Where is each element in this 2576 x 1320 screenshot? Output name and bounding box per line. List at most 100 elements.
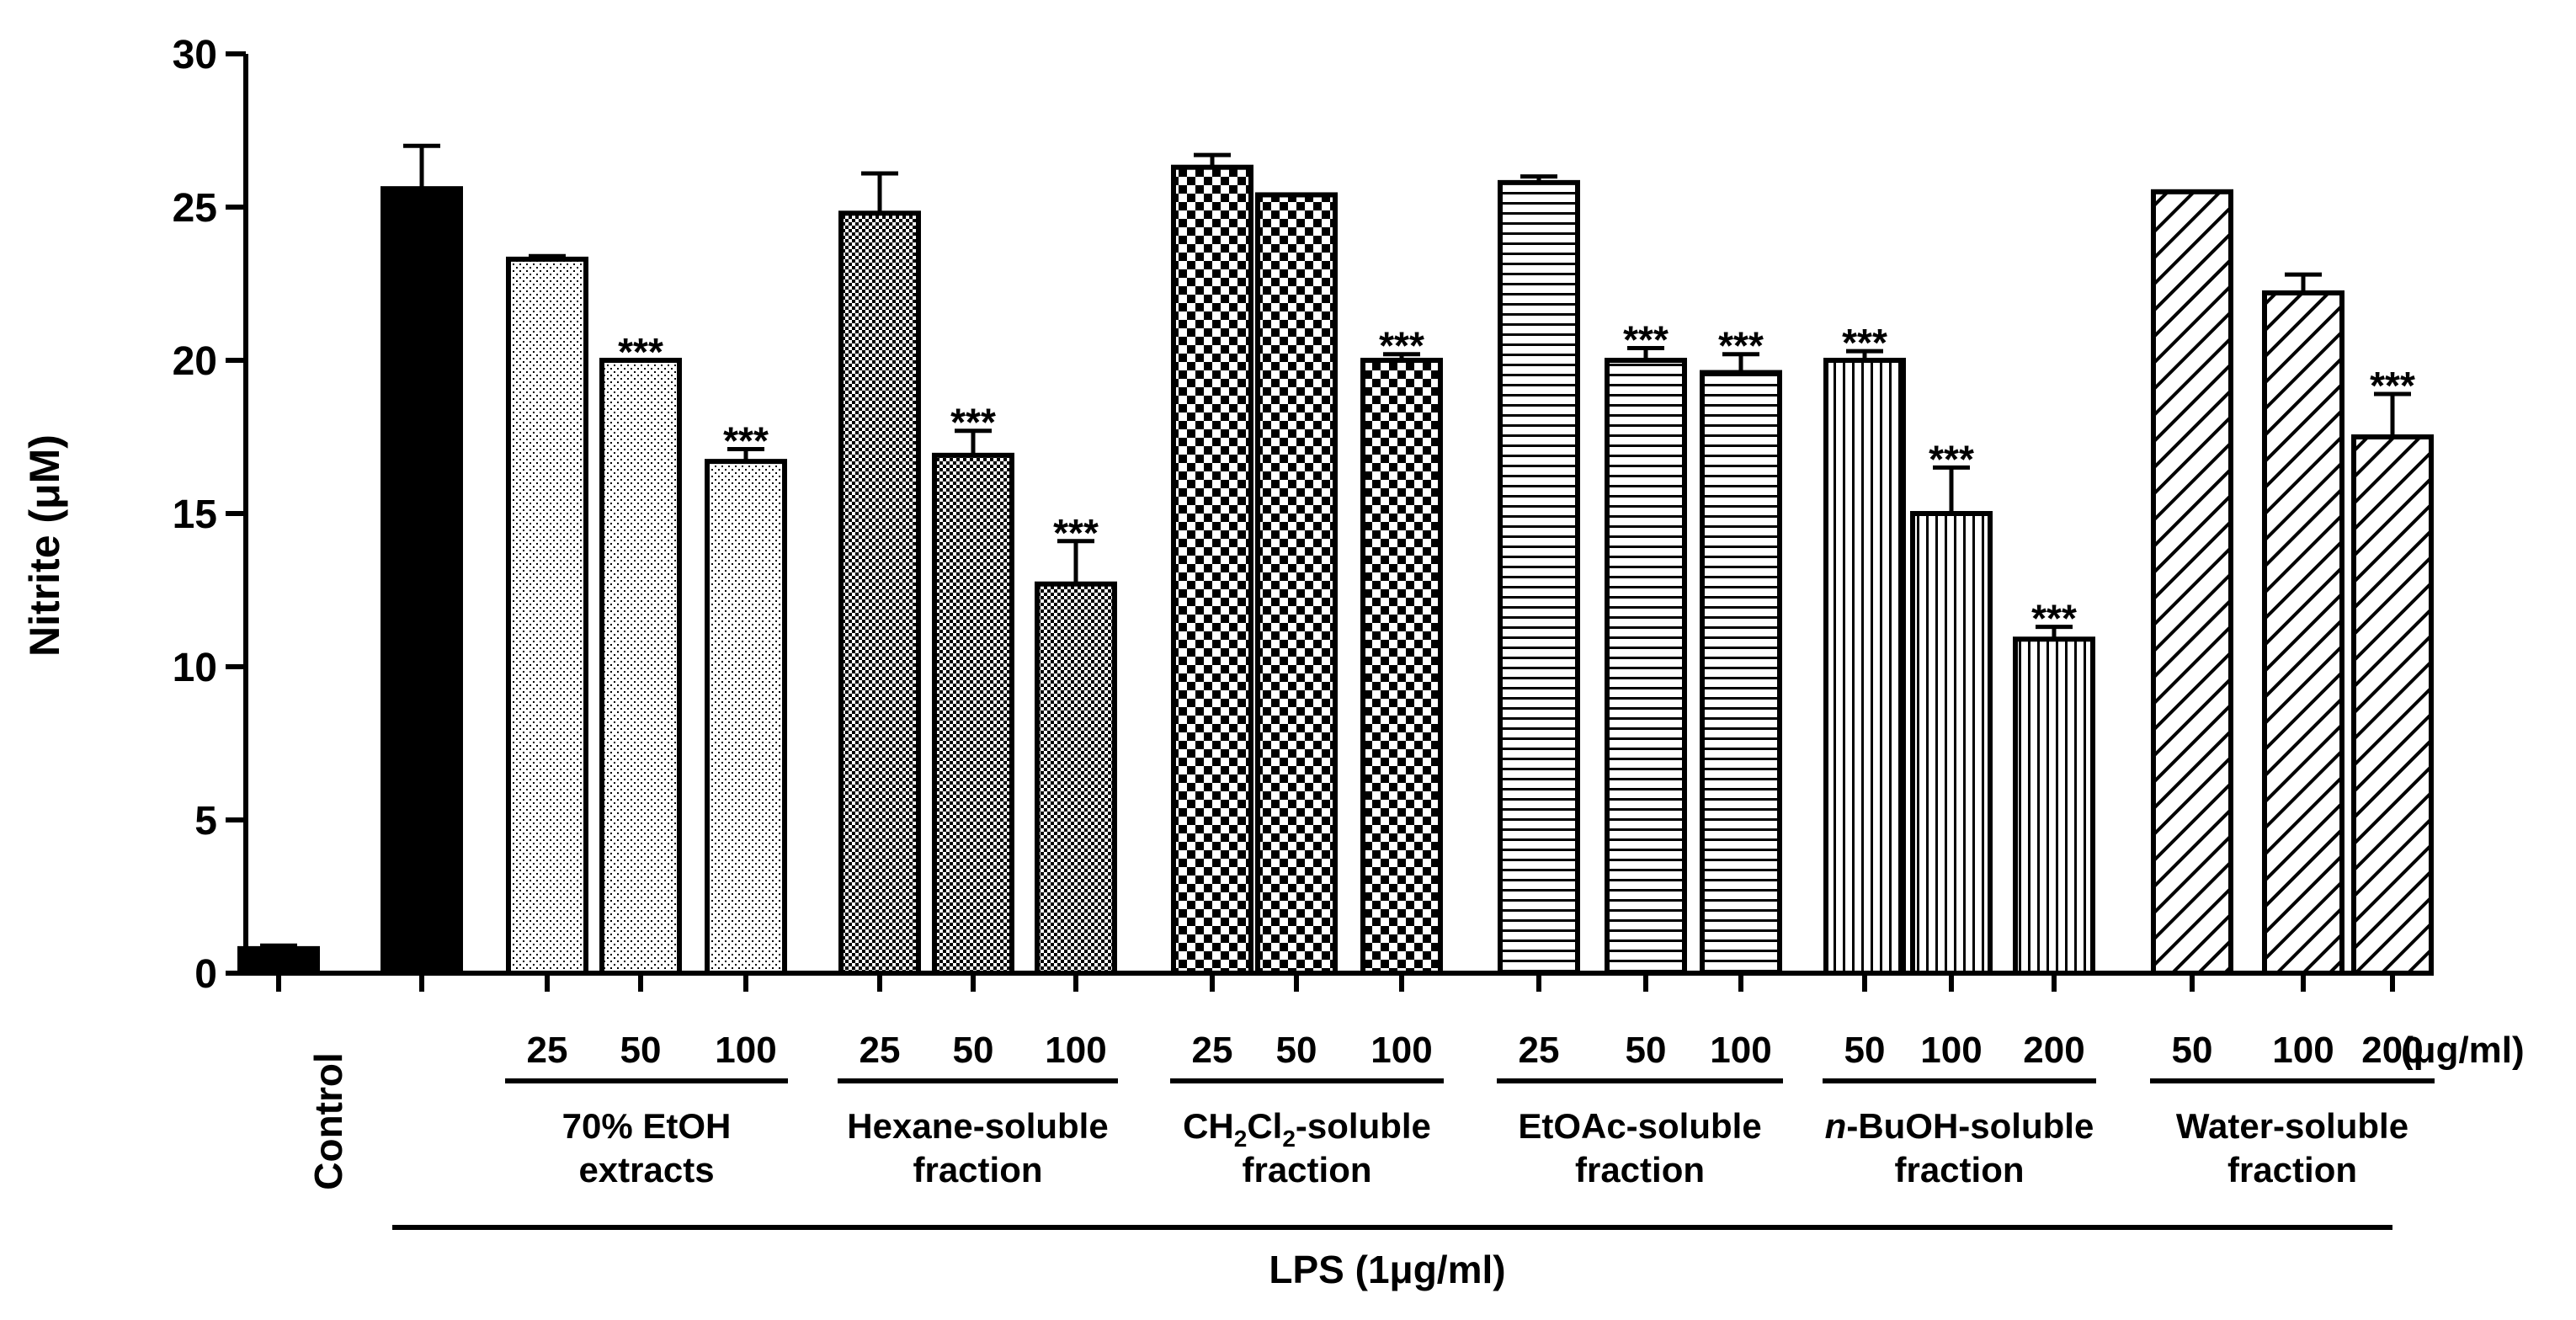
group-label-line2: fraction — [2227, 1150, 2357, 1190]
bar-ch2cl2-25: 25 — [1171, 152, 1253, 1071]
y-tick-label: 20 — [173, 339, 217, 384]
group-labels: 70% EtOHextractsHexane-solublefractionCH… — [392, 1078, 2435, 1230]
lps-label: LPS (1μg/ml) — [1269, 1248, 1505, 1291]
bar — [1171, 164, 1253, 976]
significance-marker: *** — [2031, 597, 2077, 641]
control-label: Control — [306, 1052, 350, 1190]
dose-label: 50 — [2172, 1030, 2213, 1071]
dose-label: 100 — [1045, 1030, 1106, 1071]
group-label-line1: 70% EtOH — [562, 1106, 732, 1146]
significance-marker: *** — [950, 401, 996, 444]
bar-water-50: 50 — [2151, 189, 2233, 1071]
dose-label: 25 — [860, 1030, 901, 1071]
significance-marker: *** — [1053, 511, 1099, 555]
bar-etoh-50: *** 50 — [599, 330, 682, 1071]
bar-water-100: 100 — [2262, 272, 2344, 1071]
bar-ch2cl2-100: *** 100 — [1360, 324, 1443, 1071]
group-label-line2: fraction — [913, 1150, 1042, 1190]
bar-lps — [381, 143, 463, 977]
y-tick-label: 5 — [194, 799, 217, 844]
y-tick-label: 15 — [173, 492, 217, 537]
bar-etoac-100: *** 100 — [1700, 324, 1782, 1071]
bar-hexane-50: *** 50 — [932, 401, 1014, 1071]
bar — [1035, 581, 1117, 976]
group-label-line1: Water-soluble — [2176, 1106, 2408, 1146]
group-label-line2: extracts — [578, 1150, 714, 1190]
significance-marker: *** — [618, 330, 663, 374]
group-label-line1: EtOAc-soluble — [1518, 1106, 1761, 1146]
bar — [1700, 370, 1782, 976]
dose-label: 25 — [1519, 1030, 1560, 1071]
bar-water-200: *** 200 — [2351, 364, 2434, 1071]
y-tick-label: 30 — [173, 33, 217, 77]
y-tick-label: 0 — [194, 952, 217, 997]
group-label-line2: fraction — [1575, 1150, 1705, 1190]
bar — [1255, 192, 1338, 976]
bar — [599, 358, 682, 976]
significance-marker: *** — [1718, 324, 1764, 368]
dose-label: 25 — [1192, 1030, 1233, 1071]
dose-label: 100 — [1920, 1030, 1982, 1071]
bar-etoac-25: 25 — [1498, 174, 1580, 1071]
bar-control — [237, 943, 320, 977]
bar-hexane-100: *** 100 — [1035, 511, 1117, 1071]
significance-marker: *** — [723, 419, 769, 463]
bar-hexane-25: 25 — [838, 171, 921, 1071]
group-label-line1: CH2Cl2-soluble — [1183, 1106, 1431, 1152]
dose-label: 50 — [1844, 1030, 1886, 1071]
bars: 25 *** 50 *** 100 25 *** 50 *** 100 25 50 *** 100 25 **… — [237, 143, 2434, 1071]
dose-unit-label: (μg/ml) — [2401, 1030, 2525, 1071]
bar — [1823, 358, 1906, 976]
bar — [2351, 434, 2434, 976]
dose-label: 50 — [1626, 1030, 1667, 1071]
bar — [2262, 290, 2344, 977]
dose-label: 100 — [1370, 1030, 1432, 1071]
bar-etoac-50: *** 50 — [1605, 317, 1687, 1071]
bar-etoh-100: *** 100 — [705, 419, 787, 1071]
significance-marker: *** — [2370, 364, 2415, 407]
bar — [932, 452, 1014, 976]
bar — [506, 256, 588, 976]
bar — [1360, 358, 1443, 976]
significance-marker: *** — [1929, 437, 1974, 481]
bar — [2013, 636, 2095, 976]
bar-buoh-100: *** 100 — [1910, 437, 1993, 1071]
y-tick-label: 25 — [173, 186, 217, 231]
bar — [2151, 189, 2233, 977]
significance-marker: *** — [1842, 321, 1887, 365]
bar — [237, 945, 320, 977]
dose-label: 50 — [953, 1030, 994, 1071]
dose-label: 200 — [2023, 1030, 2084, 1071]
bar — [1498, 179, 1580, 976]
dose-label: 100 — [715, 1030, 776, 1071]
dose-label: 100 — [1710, 1030, 1771, 1071]
bar-etoh-25: 25 — [506, 253, 588, 1071]
significance-marker: *** — [1623, 317, 1669, 361]
bar — [705, 459, 787, 976]
y-tick-label: 10 — [173, 646, 217, 690]
dose-label: 25 — [527, 1030, 568, 1071]
bar — [838, 210, 921, 976]
bar-ch2cl2-50: 50 — [1255, 192, 1338, 1071]
y-axis-label: Nitrite (μM) — [21, 434, 68, 657]
bar — [1605, 358, 1687, 976]
dose-label: 100 — [2272, 1030, 2334, 1071]
bar-buoh-200: *** 200 — [2013, 597, 2095, 1071]
dose-label: 50 — [620, 1030, 662, 1071]
group-label-line1: Hexane-soluble — [847, 1106, 1108, 1146]
bar-buoh-50: *** 50 — [1823, 321, 1906, 1071]
bar — [1910, 511, 1993, 976]
significance-marker: *** — [1379, 324, 1424, 368]
dose-label: 50 — [1276, 1030, 1317, 1071]
group-label-line2: fraction — [1894, 1150, 2024, 1190]
bar — [381, 186, 463, 977]
group-label-line1: n-BuOH-soluble — [1825, 1106, 2094, 1146]
group-label-line2: fraction — [1242, 1150, 1371, 1190]
